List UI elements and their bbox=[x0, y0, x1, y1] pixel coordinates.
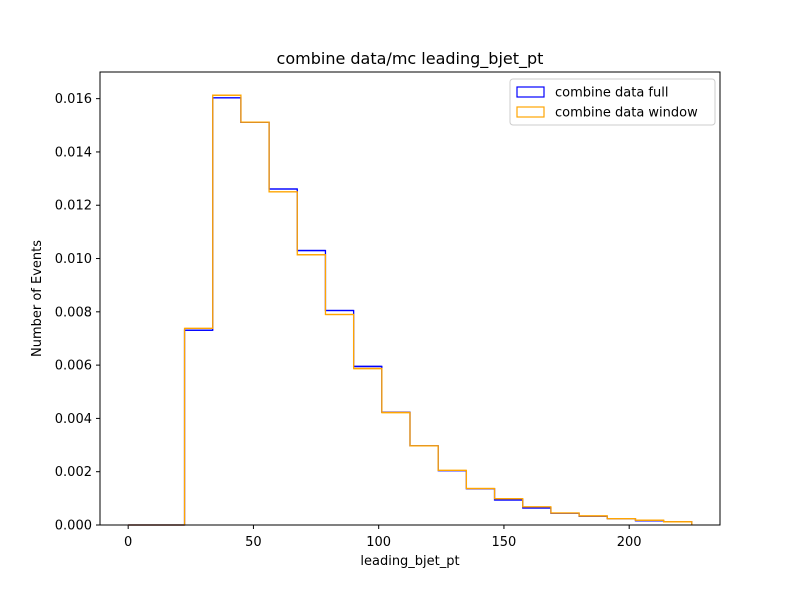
x-tick-label: 200 bbox=[617, 535, 642, 550]
chart-title: combine data/mc leading_bjet_pt bbox=[277, 49, 544, 69]
y-axis-ticks: 0.000 0.002 0.004 0.006 0.008 0.010 0.012 0.014… bbox=[55, 92, 100, 534]
y-tick-label: 0.002 bbox=[55, 465, 92, 480]
legend-box bbox=[509, 78, 716, 126]
legend-swatch bbox=[516, 86, 545, 98]
x-tick-label: 0 bbox=[124, 535, 132, 550]
x-tick-label: 50 bbox=[245, 535, 262, 550]
y-tick-label: 0.000 bbox=[55, 519, 92, 534]
y-tick-label: 0.014 bbox=[55, 145, 92, 160]
y-tick-label: 0.008 bbox=[55, 305, 92, 320]
legend-label: combine data full bbox=[555, 86, 668, 101]
x-axis-ticks: 0 50 100 150 200 bbox=[124, 525, 642, 550]
x-axis-label: leading_bjet_pt bbox=[360, 554, 459, 569]
chart-legend: combine data full combine data window bbox=[509, 78, 716, 126]
x-tick-label: 100 bbox=[366, 535, 391, 550]
legend-label: combine data window bbox=[555, 106, 698, 121]
y-tick-label: 0.010 bbox=[55, 252, 92, 267]
y-tick-label: 0.006 bbox=[55, 359, 92, 374]
legend-swatch bbox=[516, 106, 545, 118]
x-tick-label: 150 bbox=[492, 535, 517, 550]
y-tick-label: 0.012 bbox=[55, 199, 92, 214]
y-axis-label: Number of Events bbox=[30, 240, 45, 357]
y-tick-label: 0.016 bbox=[55, 92, 92, 107]
plot-area-frame bbox=[99, 71, 721, 526]
histogram-series bbox=[128, 94, 693, 526]
y-tick-label: 0.004 bbox=[55, 412, 92, 427]
